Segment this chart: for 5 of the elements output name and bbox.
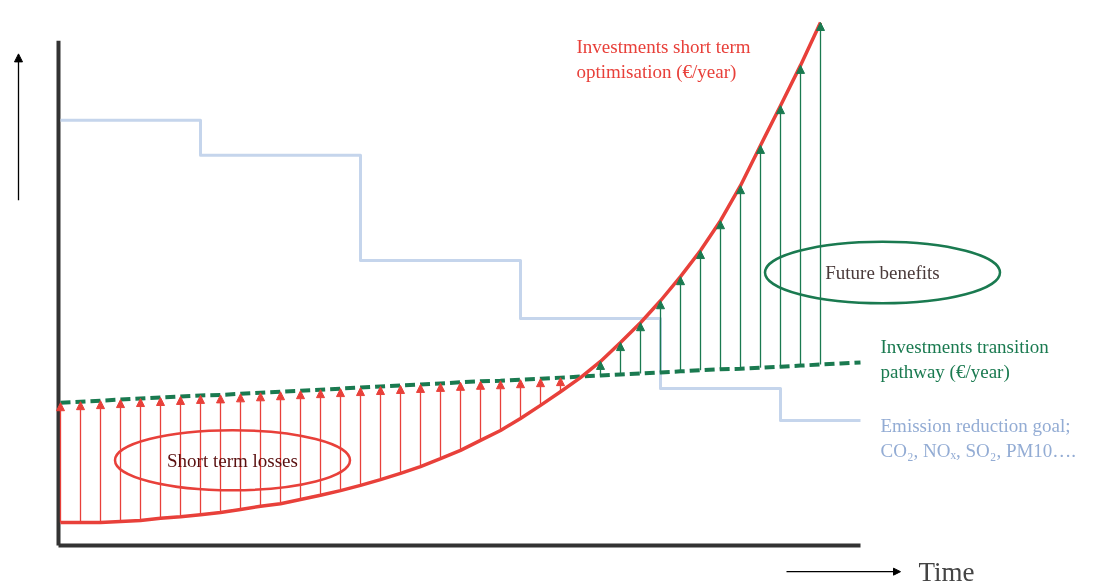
annotation: Future benefits xyxy=(825,262,940,283)
series-label: Investments short term optimisation (€/year) xyxy=(576,35,751,83)
x-axis-title: Time xyxy=(918,556,975,587)
series-label: Investments transition pathway (€/year) xyxy=(880,336,1050,384)
series-label: Emission reduction goal; CO₂, NOₓ, SO₂, PM10…. xyxy=(880,414,1077,461)
